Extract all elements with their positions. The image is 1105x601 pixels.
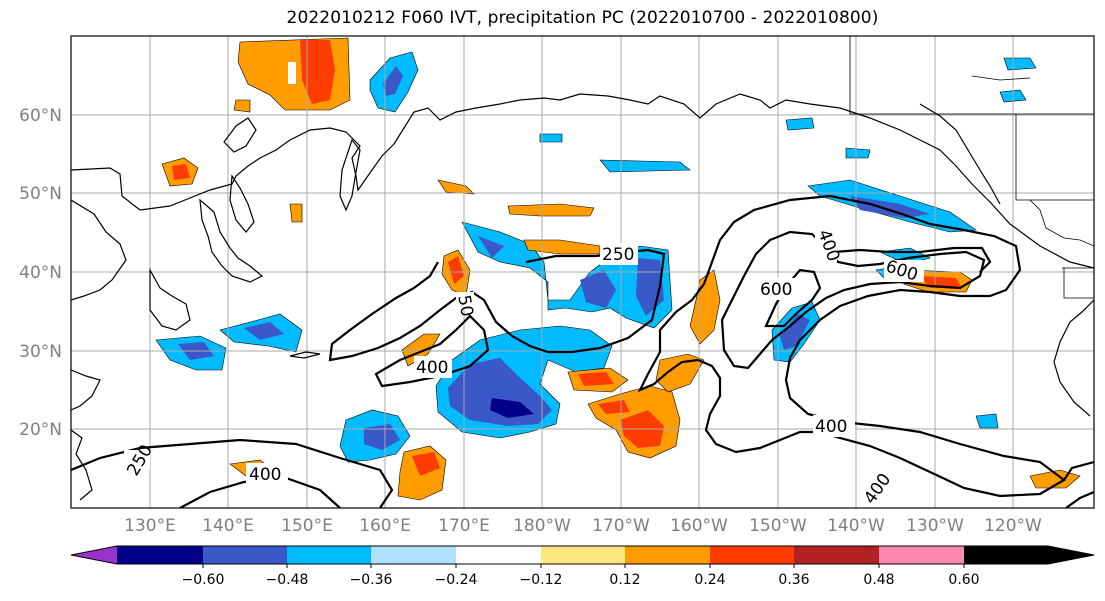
contour-label: 250 [602,245,634,265]
colorbar-segment [287,546,371,564]
figure-title: 2022010212 F060 IVT, precipitation PC (2… [286,8,879,28]
colorbar: −0.60 −0.48 −0.36 −0.24 −0.12 0.12 0.24 … [70,545,1095,588]
colorbar-segment [371,546,456,564]
colorbar-tick-label: 0.36 [778,572,809,588]
colorbar-tick-label: −0.24 [435,572,478,588]
colorbar-tick-label: −0.36 [350,572,393,588]
precip-patch-negative [850,196,930,218]
colorbar-extend-min [71,546,117,564]
lon-label: 130°W [906,516,964,536]
lon-label: 170°W [592,516,650,536]
map-frame [70,35,1095,509]
colorbar-segment [203,546,287,564]
lon-label: 160°E [359,516,411,536]
contour-label: 400 [416,358,448,378]
precip-patch-positive [578,372,614,386]
map-area: 250 400 400 600 600 400 400 50 400 250 [71,36,1094,508]
contour-label: 50 [453,294,476,319]
lat-label: 20°N [19,420,62,440]
colorbar-tick-label: 0.60 [948,572,979,588]
contour-label-bg [124,450,150,470]
lon-label: 140°E [202,516,254,536]
colorbar-segment [794,546,879,564]
colorbar-tick-label: 0.12 [609,572,640,588]
contour-label: 400 [249,465,281,485]
colorbar-segment [456,546,541,564]
contour-label-bg [815,224,837,262]
colorbar-tick-label: −0.12 [520,572,563,588]
colorbar-outline [70,545,1095,565]
coastlines [71,93,1094,501]
colorbar-tick-label: −0.48 [266,572,309,588]
colorbar-segment [879,546,964,564]
precip-patch-positive [401,333,441,367]
precip-patch-positive [288,62,296,84]
precip-patch-negative [383,66,403,96]
colorbar-tick-label: −0.60 [182,572,225,588]
contour-label-bg [866,470,888,504]
colorbar-segment [117,546,203,564]
precip-patch-negative [539,57,1037,159]
longitude-labels: 130°E 140°E 150°E 160°E 170°E 180°W 170°… [124,516,1042,536]
contour-label: 600 [760,280,792,300]
precip-patch-positive [412,452,440,476]
lon-label: 150°W [749,516,807,536]
lon-label: 150°E [281,516,333,536]
contour-label-bg [414,356,452,378]
lat-label: 60°N [19,106,62,126]
contour-label-bg [813,415,855,437]
lon-label: 160°W [670,516,728,536]
lon-label: 130°E [124,516,176,536]
political-borders [849,36,1094,299]
precip-patch-positive [448,256,464,284]
precip-patch-negative [364,424,400,450]
contour-label-bg [600,243,638,265]
colorbar-tick-label: 0.24 [694,572,725,588]
contour-label-bg [456,292,474,310]
precip-patch-negative [780,314,810,350]
contour-label-bg [246,463,288,485]
lon-label: 120°W [984,516,1042,536]
precip-patch-positive [655,269,721,393]
precip-patch-negative [478,236,664,316]
precip-patch-negative [461,221,673,329]
precip-patch-positive [300,40,335,104]
colorbar-ticks [202,564,965,568]
ivt-contours [71,194,1094,508]
lon-label: 140°W [827,516,885,536]
lat-label: 50°N [19,184,62,204]
colorbar-extend-max [964,546,1094,564]
latitude-labels: 60°N 50°N 40°N 30°N 20°N [19,106,62,440]
colorbar-tick-label: 0.48 [863,572,894,588]
precip-patch-positive [172,164,190,180]
lon-label: 170°E [438,516,490,536]
contour-label: 400 [815,417,847,437]
precip-patch-positive [598,400,664,448]
lat-label: 30°N [19,342,62,362]
lat-label: 40°N [19,263,62,283]
colorbar-segment [625,546,710,564]
colorbar-segment [710,546,794,564]
contour-label-bg [758,278,798,300]
colorbar-segment [541,546,625,564]
precip-patch-positive [229,179,1081,489]
precip-patch-negative [490,398,534,418]
lon-label: 180°W [513,516,571,536]
contour-label-bg [884,260,924,282]
